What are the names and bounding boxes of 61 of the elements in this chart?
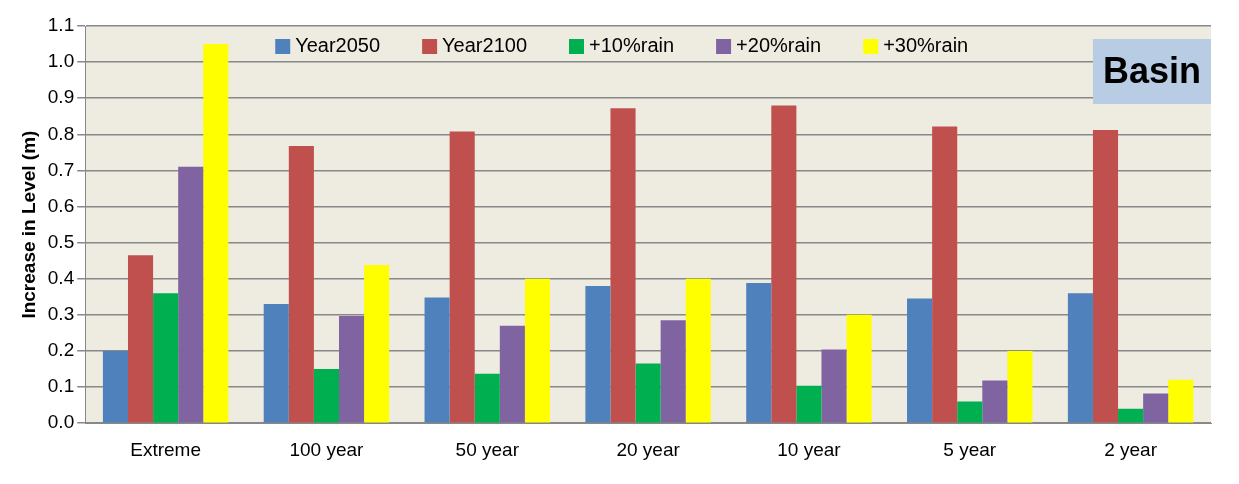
- bar: [771, 105, 797, 423]
- legend-label: +10%rain: [589, 33, 675, 56]
- bar: [982, 380, 1008, 423]
- bar: [1067, 293, 1093, 423]
- bar: [1007, 350, 1033, 423]
- bar: [313, 369, 339, 423]
- x-tick-label: 2 year: [1104, 438, 1158, 460]
- y-tick-label: 0.7: [47, 158, 75, 180]
- bar: [178, 166, 204, 423]
- y-tick-label: 1.0: [47, 50, 75, 72]
- bar: [263, 304, 289, 423]
- bar: [524, 278, 550, 423]
- bar: [685, 278, 711, 423]
- x-tick-label: 20 year: [616, 438, 681, 460]
- annotation: Basin: [1102, 49, 1202, 91]
- legend-label: +20%rain: [736, 33, 822, 56]
- bar: [424, 297, 450, 423]
- y-tick-label: 1.1: [47, 14, 75, 36]
- bar: [364, 265, 390, 423]
- bar: [153, 293, 179, 423]
- x-tick-label: 50 year: [455, 438, 520, 460]
- bar: [449, 131, 475, 423]
- bar: [957, 401, 983, 423]
- bar: [846, 314, 872, 423]
- bar: [746, 283, 772, 423]
- y-tick-label: 0.1: [47, 375, 75, 397]
- x-tick-label: Extreme: [130, 438, 201, 460]
- bar: [127, 255, 154, 423]
- bar: [474, 373, 500, 423]
- x-tick-label: 10 year: [777, 438, 842, 460]
- legend-label: +30%rain: [883, 33, 969, 56]
- bar: [635, 363, 661, 423]
- bar: [660, 320, 686, 423]
- bar: [1168, 379, 1194, 423]
- x-tick-label: 100 year: [289, 438, 365, 460]
- bar: [102, 350, 128, 423]
- y-tick-label: 0.0: [47, 411, 75, 433]
- bar: [203, 44, 229, 423]
- x-tick-label: 5 year: [943, 438, 997, 460]
- bar: [610, 108, 636, 423]
- bar: [288, 145, 314, 423]
- bar: [1143, 393, 1169, 423]
- bar: [499, 325, 525, 423]
- legend-label: Year2050: [295, 33, 381, 56]
- bar: [1092, 129, 1119, 423]
- y-axis-title: Increase in Level (m): [17, 130, 39, 319]
- y-tick-label: 0.3: [47, 303, 75, 325]
- bar: [585, 285, 611, 423]
- legend-label: Year2100: [442, 33, 528, 56]
- y-tick-label: 0.2: [47, 339, 75, 361]
- bar: [339, 315, 365, 423]
- bar: [907, 298, 933, 423]
- bar: [932, 126, 958, 423]
- y-tick-label: 0.5: [47, 230, 75, 252]
- y-tick-label: 0.9: [47, 86, 75, 108]
- bar: [796, 385, 822, 423]
- y-tick-label: 0.6: [47, 194, 75, 216]
- bar: [1118, 408, 1144, 423]
- bar: [821, 349, 847, 423]
- y-tick-label: 0.4: [47, 267, 75, 288]
- y-tick-label: 0.8: [47, 122, 75, 144]
